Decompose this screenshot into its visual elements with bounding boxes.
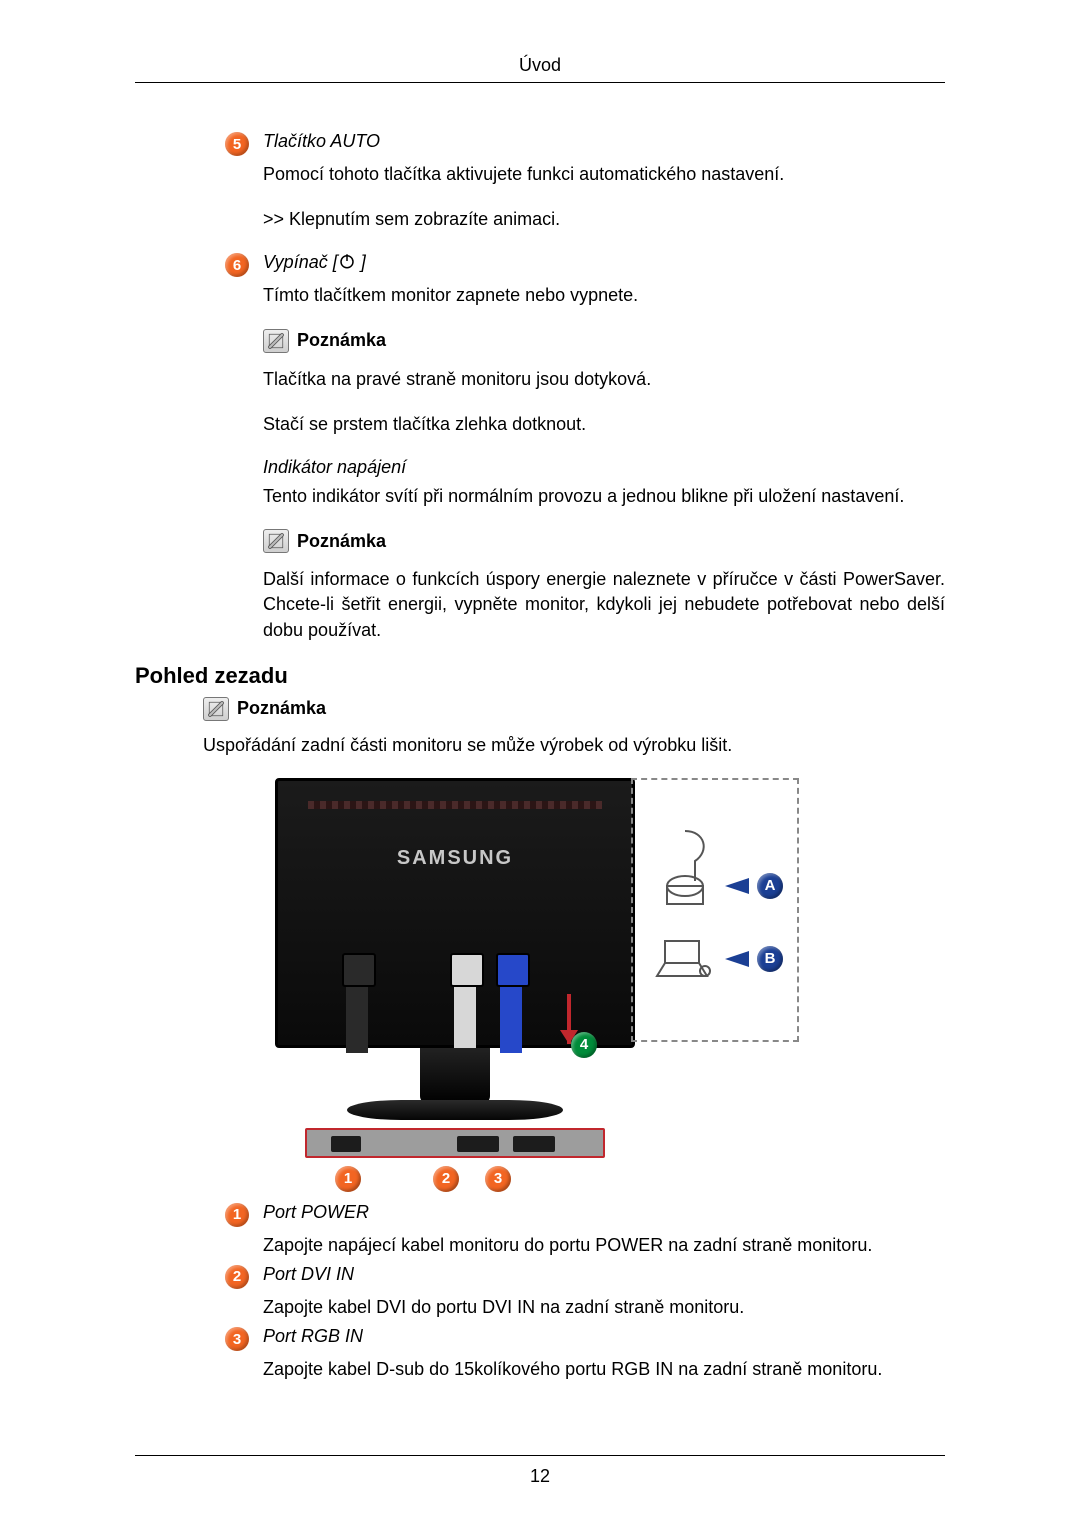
item-5-para-1: Pomocí tohoto tlačítka aktivujete funkci… <box>263 162 945 187</box>
arrow-left-icon <box>725 951 749 967</box>
cable-rgb <box>500 953 522 1053</box>
badge-1-icon: 1 <box>225 1203 249 1227</box>
port-2-body: Zapojte kabel DVI do portu DVI IN na zad… <box>263 1295 945 1320</box>
port-rgb-icon <box>513 1136 555 1152</box>
badge-5-icon: 5 <box>225 132 249 156</box>
port-1-body: Zapojte napájecí kabel monitoru do portu… <box>263 1233 945 1258</box>
footer: 12 <box>135 1455 945 1487</box>
item-indicator-note-para: Další informace o funkcích úspory energi… <box>263 567 945 643</box>
port-3-header: 3 Port RGB IN <box>225 1326 945 1351</box>
port-power-icon <box>331 1136 361 1152</box>
section-intro: Uspořádání zadní části monitoru se může … <box>203 735 945 756</box>
item-6-note-para-2: Stačí se prstem tlačítka zlehka dotknout… <box>263 412 945 437</box>
port-1-title: Port POWER <box>263 1202 369 1223</box>
monitor-stand-neck <box>420 1048 490 1104</box>
lock-sketch-b <box>655 936 715 991</box>
back-view-figure: SAMSUNG <box>275 778 805 1178</box>
item-5-title: Tlačítko AUTO <box>263 131 380 152</box>
monitor-vent-strip <box>308 801 602 809</box>
port-2-title: Port DVI IN <box>263 1264 354 1285</box>
port-2-header: 2 Port DVI IN <box>225 1264 945 1289</box>
item-indicator-title: Indikátor napájení <box>263 457 406 478</box>
page-number: 12 <box>135 1466 945 1487</box>
item-6-title: Vypínač [ ] <box>263 252 366 273</box>
manual-page: Úvod 5 Tlačítko AUTO Pomocí tohoto tlačí… <box>0 0 1080 1527</box>
port-3-body: Zapojte kabel D-sub do 15kolíkového port… <box>263 1357 945 1382</box>
figure-badge-b-icon: B <box>757 946 783 972</box>
cable-dvi <box>454 953 476 1053</box>
note-label-1: Poznámka <box>297 330 386 351</box>
port-3-title: Port RGB IN <box>263 1326 363 1347</box>
port-dvi-icon <box>457 1136 499 1152</box>
power-icon <box>338 252 356 270</box>
monitor-stand-base <box>347 1100 563 1120</box>
badge-2-icon: 2 <box>225 1265 249 1289</box>
figure-badge-3-icon: 3 <box>485 1166 511 1192</box>
note-icon <box>263 529 289 553</box>
section-note-label: Poznámka <box>237 698 326 719</box>
badge-6-icon: 6 <box>225 253 249 277</box>
section-note-row: Poznámka <box>203 697 945 721</box>
header-section-title: Úvod <box>135 55 945 76</box>
connector-panel <box>305 1128 605 1158</box>
section-back-view-heading: Pohled zezadu <box>135 663 945 689</box>
note-row-2: Poznámka <box>263 529 945 553</box>
item-indicator-para-1: Tento indikátor svítí při normálním prov… <box>263 484 945 509</box>
figure-badge-2-icon: 2 <box>433 1166 459 1192</box>
brand-logo: SAMSUNG <box>278 847 632 870</box>
monitor-back-shell: SAMSUNG <box>275 778 635 1048</box>
footer-rule <box>135 1455 945 1456</box>
note-row-1: Poznámka <box>263 329 945 353</box>
item-6-para-1: Tímto tlačítkem monitor zapnete nebo vyp… <box>263 283 945 308</box>
figure-badge-a-icon: A <box>757 873 783 899</box>
badge-3-icon: 3 <box>225 1327 249 1351</box>
item-6-title-prefix: Vypínač [ <box>263 252 338 272</box>
lock-sketch-a <box>655 826 715 921</box>
item-5-para-2: >> Klepnutím sem zobrazíte animaci. <box>263 207 945 232</box>
figure-badge-4-icon: 4 <box>571 1032 597 1058</box>
item-6-header: 6 Vypínač [ ] <box>225 252 945 277</box>
note-icon <box>263 329 289 353</box>
item-indicator-header: Indikátor napájení <box>263 457 945 478</box>
note-icon <box>203 697 229 721</box>
content-area: 5 Tlačítko AUTO Pomocí tohoto tlačítka a… <box>135 83 945 1382</box>
figure-badge-1-icon: 1 <box>335 1166 361 1192</box>
item-6-title-suffix: ] <box>356 252 366 272</box>
cable-power <box>346 953 368 1053</box>
item-5-header: 5 Tlačítko AUTO <box>225 131 945 156</box>
item-6-note-para-1: Tlačítka na pravé straně monitoru jsou d… <box>263 367 945 392</box>
note-label-2: Poznámka <box>297 531 386 552</box>
arrow-left-icon <box>725 878 749 894</box>
port-1-header: 1 Port POWER <box>225 1202 945 1227</box>
figure-wrap: SAMSUNG <box>135 778 945 1178</box>
